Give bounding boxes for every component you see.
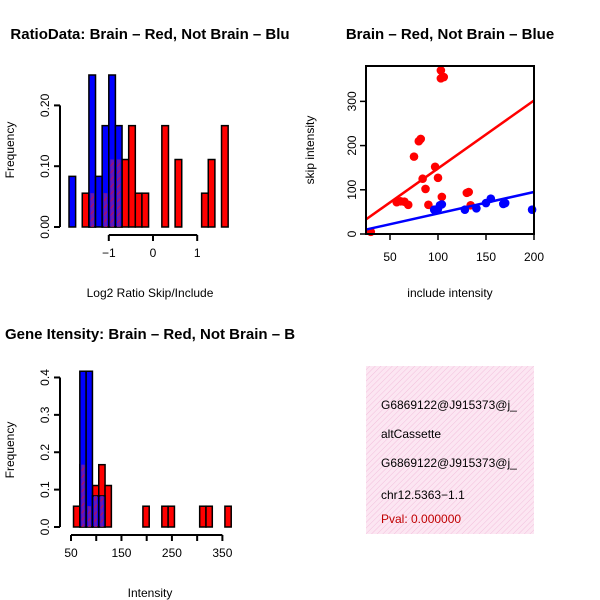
- intensity_hist-brain-bar-9: [198, 505, 207, 528]
- ratio_hist-brain-bar-11: [200, 192, 210, 228]
- info-pval: Pval: 0.000000: [381, 512, 461, 526]
- intensity-hist-title: Gene Itensity: Brain – Red, Not Brain – …: [5, 326, 295, 343]
- ratio-histogram-panel: RatioData: Brain – Red, Not Brain – Blu …: [3, 26, 290, 300]
- scatter-y-tick-label-3: 300: [345, 91, 359, 111]
- intensity_hist-brain-bar-5: [104, 484, 113, 528]
- scatter-y-tick-label-1: 100: [345, 179, 359, 199]
- intensity_hist-brain-bar-8: [167, 505, 176, 528]
- info-panel-background: [366, 366, 534, 534]
- scatter-brain-point-12: [433, 173, 443, 183]
- ratio_hist-brain-bar-12: [207, 158, 216, 228]
- ratio_hist-brain-bar-8: [141, 192, 150, 228]
- ratio_hist-brain-bar-9: [161, 124, 170, 228]
- intensity_hist-y-tick-label-1: 0.1: [38, 481, 52, 498]
- ratio_hist-overlap-hatch-5: [116, 159, 121, 227]
- intensity-hist-bars: [72, 370, 232, 528]
- scatter-plot: [365, 66, 537, 237]
- intensity_hist-overlap-hatch-2: [93, 495, 98, 527]
- scatter-x-tick-label-0: 50: [383, 250, 397, 264]
- intensity_hist-brain-bar-0: [72, 505, 81, 528]
- ratio_hist-overlap-hatch-3: [103, 193, 108, 227]
- intensity_hist-overlap-hatch-1: [87, 506, 91, 527]
- scatter-x-tick-label-2: 150: [476, 250, 496, 264]
- intensity-histogram-panel: Gene Itensity: Brain – Red, Not Brain – …: [3, 326, 295, 600]
- intensity_hist-y-tick-label-2: 0.2: [38, 444, 52, 461]
- scatter-brain-point-4: [403, 200, 413, 210]
- scatter-notbrain-point-3: [437, 200, 447, 209]
- intensity_hist-overlap-hatch-0: [81, 464, 85, 527]
- scatter-brain-point-18: [464, 187, 474, 197]
- ratio_hist-y-tick-label-2: 0.20: [38, 93, 52, 117]
- scatter-x-tick-label-3: 200: [524, 250, 544, 264]
- intensity_hist-notbrain-bar-1: [85, 370, 94, 528]
- ratio_hist-brain-bar-7: [134, 192, 143, 228]
- scatter-notbrain-point-10: [527, 205, 537, 214]
- info-panel: G6869122@J915373@j_ altCassette G6869122…: [366, 366, 534, 534]
- intensity-hist-axes: 0.0 0.1 0.2 0.3 0.4 50 150 250 350: [38, 369, 233, 560]
- scatter-x-tick-label-1: 100: [428, 250, 448, 264]
- ratio_hist-brain-bar-6: [127, 124, 137, 228]
- ratio_hist-y-tick-label-0: 0.00: [38, 215, 52, 239]
- scatter-brain-point-13: [436, 66, 446, 75]
- ratio_hist-brain-bar-5: [121, 158, 130, 228]
- ratio-hist-axes: 0.00 0.10 0.20 −1 0 1: [38, 93, 201, 260]
- info-line-event-type: altCassette: [381, 427, 441, 441]
- ratio_hist-brain-bar-13: [220, 124, 229, 228]
- intensity_hist-brain-bar-10: [205, 505, 214, 528]
- intensity_hist-brain-bar-7: [161, 505, 169, 528]
- intensity-hist-ylabel: Frequency: [3, 422, 17, 479]
- scatter-title: Brain – Red, Not Brain – Blue: [346, 26, 554, 43]
- intensity_hist-brain-bar-11: [224, 505, 232, 528]
- scatter-notbrain-trend-line: [365, 190, 535, 231]
- info-line-location: chr12.5363−1.1: [381, 488, 465, 502]
- scatter-xlabel: include intensity: [407, 286, 492, 300]
- intensity_hist-x-tick-label-1: 150: [111, 546, 131, 560]
- ratio_hist-x-tick-label-0: −1: [102, 246, 116, 260]
- ratio_hist-overlap-hatch-4: [110, 159, 114, 227]
- scatter-brain-point-7: [416, 134, 426, 144]
- scatter-notbrain-point-9: [500, 198, 510, 208]
- ratio_hist-y-tick-label-1: 0.10: [38, 154, 52, 178]
- ratio-hist-title: RatioData: Brain – Red, Not Brain – Blu: [10, 26, 289, 43]
- ratio-hist-ylabel: Frequency: [3, 122, 17, 179]
- scatter-brain-point-9: [421, 184, 430, 194]
- info-line-gene-id: G6869122@J915373@j_: [381, 398, 517, 412]
- intensity_hist-y-tick-label-3: 0.3: [38, 406, 52, 423]
- intensity_hist-x-tick-label-3: 350: [212, 546, 232, 560]
- ratio_hist-notbrain-bar-2: [94, 175, 103, 228]
- intensity_hist-overlap-hatch-3: [100, 495, 104, 527]
- intensity-hist-xlabel: Intensity: [128, 586, 173, 600]
- scatter-y-tick-label-0: 0: [345, 230, 359, 237]
- ratio_hist-brain-bar-0: [81, 192, 90, 228]
- scatter-plot-frame: [365, 65, 535, 235]
- scatter-panel: Brain – Red, Not Brain – Blue 50 100 150 20…: [303, 26, 554, 300]
- ratio_hist-notbrain-bar-0: [68, 175, 77, 228]
- ratio-hist-xlabel: Log2 Ratio Skip/Include: [87, 286, 214, 300]
- scatter-axes: 50 100 150 200 0 100 200 300: [345, 65, 544, 264]
- intensity_hist-brain-bar-6: [142, 505, 150, 528]
- intensity_hist-x-tick-label-0: 50: [64, 546, 78, 560]
- scatter-brain-trend-line: [365, 99, 535, 221]
- ratio_hist-x-tick-label-1: 0: [150, 246, 157, 260]
- scatter-brain-point-15: [437, 192, 447, 202]
- scatter-brain-point-16: [439, 72, 449, 82]
- intensity_hist-y-tick-label-0: 0.0: [38, 518, 52, 535]
- info-line-gene-id-2: G6869122@J915373@j_: [381, 456, 517, 470]
- ratio-hist-bars: [68, 74, 229, 228]
- scatter-ylabel: skip intensity: [303, 116, 317, 185]
- intensity_hist-x-tick-label-2: 250: [162, 546, 182, 560]
- scatter-y-tick-label-2: 200: [345, 135, 359, 155]
- scatter-brain-point-5: [409, 152, 419, 161]
- ratio_hist-brain-bar-10: [174, 158, 183, 228]
- scatter-brain-point-10: [424, 200, 433, 210]
- ratio_hist-overlap-hatch-1: [90, 193, 95, 227]
- intensity_hist-y-tick-label-4: 0.4: [38, 369, 52, 386]
- ratio_hist-x-tick-label-2: 1: [194, 246, 201, 260]
